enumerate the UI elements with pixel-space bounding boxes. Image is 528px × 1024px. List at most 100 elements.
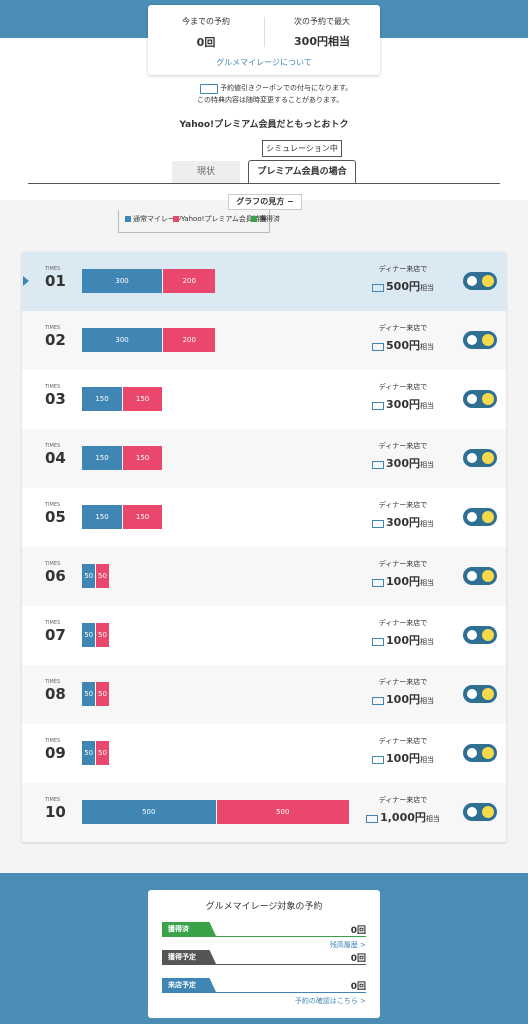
bar-premium: 200	[162, 328, 216, 352]
times-label: TIMES	[45, 679, 61, 685]
graph-toggle-label: グラフの見方	[236, 197, 285, 206]
bar-label: 150	[95, 513, 109, 521]
toggle[interactable]	[463, 449, 497, 467]
reward: 300円相当	[362, 455, 444, 471]
reward: 1,000円相当	[362, 809, 444, 825]
status-line	[162, 964, 366, 965]
reward-amount: 100円	[386, 575, 420, 588]
toggle[interactable]	[463, 567, 497, 585]
tab-line	[28, 183, 500, 184]
legend-swatch	[251, 216, 257, 222]
toggle[interactable]	[463, 685, 497, 703]
toggle-knob-right	[482, 452, 494, 464]
toggle[interactable]	[463, 744, 497, 762]
bar-label: 200	[182, 336, 196, 344]
toggle-knob-left	[467, 689, 477, 699]
reward-suffix: 相当	[419, 284, 434, 292]
times-label: TIMES	[45, 502, 61, 508]
times-number: 03	[45, 390, 66, 408]
bar-premium: 500	[215, 800, 349, 824]
status-line	[162, 936, 366, 937]
times-label: TIMES	[45, 738, 61, 744]
bar-label: 300	[115, 336, 129, 344]
row: TIMES 04 150 150 ディナー来店で 300円相当	[22, 429, 506, 488]
summary-card: グルメマイレージ対象の予約 獲得済 0回 残高履歴 > 獲得予定 0回 来店予定 0回 予約の…	[148, 890, 380, 1018]
reward-amount: 300円	[386, 457, 420, 470]
bar-regular: 150	[82, 446, 123, 470]
bar-label: 50	[84, 631, 94, 639]
toggle[interactable]	[463, 272, 497, 290]
note: この特典内容は随時変更することがあります。	[197, 96, 344, 104]
toggle[interactable]	[463, 508, 497, 526]
bar-premium: 50	[95, 564, 109, 588]
reward: 500円相当	[362, 337, 444, 353]
legend: 通常マイレージ Yahoo!プレミアム会員特典 獲得済	[118, 210, 280, 233]
legend-swatch	[125, 216, 131, 222]
status-link[interactable]: 予約の確認はこちら >	[294, 997, 366, 1005]
bar-label: 50	[98, 572, 107, 580]
times-label: TIMES	[45, 561, 61, 567]
times-label: TIMES	[45, 797, 61, 803]
times-number: 04	[45, 449, 66, 467]
coupon-icon	[372, 402, 385, 410]
reward-suffix: 相当	[419, 579, 434, 587]
toggle-knob-right	[482, 570, 494, 582]
toggle-knob-left	[467, 394, 477, 404]
bar-label: 500	[276, 808, 290, 816]
status-label: 来店予定	[162, 978, 216, 992]
condition: ディナー来店で	[378, 796, 428, 804]
reward: 100円相当	[362, 691, 444, 707]
coupon-icon	[372, 697, 385, 705]
rows: TIMES 01 300 200 ディナー来店で 500円相当 TIMES 02 300 200 デ…	[22, 252, 506, 842]
bar-regular: 50	[82, 682, 96, 706]
reward-amount: 100円	[386, 634, 420, 647]
toggle[interactable]	[463, 390, 497, 408]
toggle[interactable]	[463, 626, 497, 644]
row: TIMES 07 50 50 ディナー来店で 100円相当	[22, 606, 506, 665]
divider	[264, 17, 265, 47]
reward-amount: 300円	[386, 398, 420, 411]
reward-suffix: 相当	[425, 815, 440, 823]
reward: 300円相当	[362, 396, 444, 412]
reward-suffix: 相当	[419, 756, 434, 764]
reward: 500円相当	[362, 278, 444, 294]
tab[interactable]: 現状	[172, 161, 240, 183]
bar-label: 300	[115, 277, 129, 285]
toggle-knob-left	[467, 453, 477, 463]
condition: ディナー来店で	[378, 501, 428, 509]
reward: 100円相当	[362, 632, 444, 648]
times-number: 08	[45, 685, 66, 703]
bar-premium: 150	[122, 387, 163, 411]
next-value[interactable]: 300円相当	[294, 35, 350, 48]
bar-label: 150	[135, 513, 150, 521]
times-label: TIMES	[45, 266, 61, 272]
reward-suffix: 相当	[419, 461, 434, 469]
toggle[interactable]	[463, 803, 497, 821]
legend-label: Yahoo!プレミアム会員特典	[181, 215, 267, 223]
graph-toggle[interactable]: グラフの見方 −	[228, 194, 302, 210]
times-number: 01	[45, 272, 66, 290]
bar-regular: 150	[82, 387, 123, 411]
row: TIMES 09 50 50 ディナー来店で 100円相当	[22, 724, 506, 783]
reward-amount: 500円	[386, 280, 420, 293]
bar-label: 500	[142, 808, 156, 816]
reward-suffix: 相当	[419, 520, 434, 528]
condition: ディナー来店で	[378, 442, 428, 450]
legend-swatch	[173, 216, 179, 222]
reward-suffix: 相当	[419, 638, 434, 646]
status-value: 0回	[350, 926, 366, 936]
tab-active[interactable]: プレミアム会員の場合	[248, 160, 356, 184]
toggle-knob-left	[467, 571, 477, 581]
toggle[interactable]	[463, 331, 497, 349]
toggle-knob-right	[482, 275, 494, 287]
bar-premium: 50	[95, 741, 109, 765]
times-number: 10	[45, 803, 66, 821]
reward-amount: 100円	[386, 693, 420, 706]
bar-label: 150	[95, 395, 109, 403]
toggle-knob-right	[482, 629, 494, 641]
status-link[interactable]: 残高履歴 >	[329, 941, 366, 949]
coupon-icon	[372, 343, 385, 351]
about-link[interactable]: グルメマイレージについて	[216, 58, 312, 67]
reward: 100円相当	[362, 573, 444, 589]
times-label: TIMES	[45, 384, 61, 390]
